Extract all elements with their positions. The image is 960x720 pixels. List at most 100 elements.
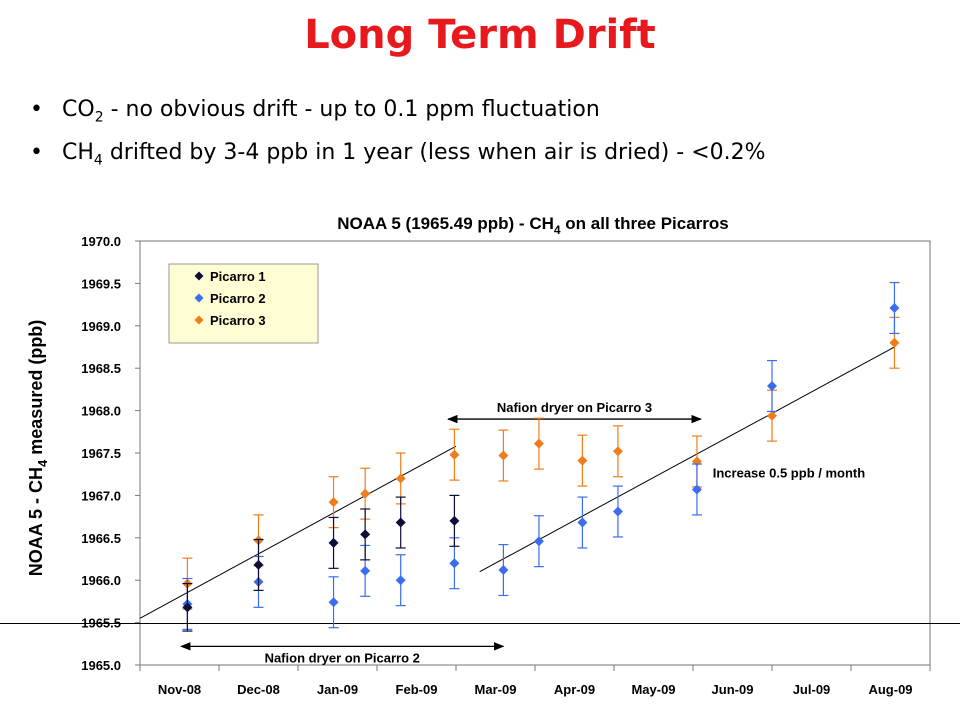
data-point: [691, 456, 702, 467]
bullet-ch4-post: drifted by 3-4 ppb in 1 year (less when …: [102, 140, 766, 166]
data-point-group: [253, 514, 264, 567]
legend-marker: [194, 293, 204, 303]
data-point-group: [533, 515, 544, 568]
data-point-group: [577, 496, 588, 549]
data-point: [612, 446, 623, 457]
data-point: [253, 576, 264, 587]
legend-marker: [194, 315, 204, 325]
x-tick-label: Aug-09: [868, 682, 912, 697]
data-point: [253, 559, 264, 570]
trend-line: [139, 445, 457, 619]
data-point-group: [395, 452, 406, 505]
legend-box: [168, 263, 319, 344]
bullet-co2-sub: 2: [94, 109, 104, 126]
legend-label: Picarro 2: [210, 291, 266, 306]
data-point-group: [360, 467, 371, 520]
bullet-ch4: CH4 drifted by 3-4 ppb in 1 year (less w…: [28, 135, 948, 178]
data-point-group: [328, 476, 339, 529]
data-point: [328, 597, 339, 608]
x-tick-label: Feb-09: [396, 682, 438, 697]
data-point: [449, 558, 460, 569]
annotation-label: Nafion dryer on Picarro 2: [265, 650, 420, 665]
data-point: [533, 536, 544, 547]
data-point-group: [889, 316, 900, 369]
bullet-co2-post: - no obvious drift - up to 0.1 ppm fluct…: [103, 97, 600, 122]
data-point-group: [889, 281, 900, 335]
data-point-group: [328, 576, 339, 629]
bullet-co2-pre: CO: [62, 97, 95, 122]
y-tick-label: 1969.5: [81, 276, 121, 291]
legend-marker: [194, 271, 204, 281]
data-point-group: [691, 463, 702, 516]
y-tick-label: 1967.0: [81, 488, 121, 503]
data-point: [449, 515, 460, 526]
data-point-group: [767, 359, 777, 413]
data-point: [253, 535, 264, 546]
x-tick-label: Jul-09: [793, 682, 831, 697]
data-point: [612, 506, 623, 517]
data-point: [449, 449, 460, 460]
legend-label: Picarro 3: [210, 313, 266, 328]
data-point: [360, 529, 371, 540]
data-point-group: [253, 555, 264, 608]
data-point-group: [449, 428, 460, 481]
data-point: [395, 473, 406, 484]
data-point-group: [253, 538, 264, 591]
data-point: [182, 578, 193, 589]
data-point-group: [360, 508, 371, 561]
data-point-group: [328, 516, 339, 569]
data-point-group: [612, 485, 623, 538]
data-point-group: [360, 544, 371, 597]
bullet-ch4-pre: CH: [62, 140, 94, 166]
plot-area: [139, 240, 931, 666]
y-axis-label: NOAA 5 - CH4 measured (ppb): [26, 320, 50, 577]
x-tick-label: Mar-09: [475, 682, 517, 697]
data-point: [182, 602, 193, 613]
data-point-group: [182, 582, 193, 632]
data-point: [182, 598, 193, 609]
data-point: [533, 438, 544, 449]
y-tick-label: 1968.0: [81, 404, 121, 419]
x-tick-label: Dec-08: [237, 682, 280, 697]
y-tick-label: 1967.5: [81, 446, 121, 461]
x-tick-label: Jan-09: [317, 682, 358, 697]
y-tick-label: 1965.5: [81, 616, 121, 631]
data-point: [498, 565, 509, 576]
data-point: [395, 517, 406, 528]
bullet-list: CO2 - no obvious drift - up to 0.1 ppm f…: [28, 92, 948, 179]
data-point: [328, 497, 339, 508]
data-point: [767, 410, 777, 421]
x-tick-label: May-09: [631, 682, 675, 697]
data-point: [889, 302, 900, 313]
data-point-group: [182, 577, 193, 630]
data-point-group: [449, 537, 460, 590]
data-point-group: [691, 435, 702, 488]
y-tick-label: 1968.5: [81, 361, 121, 376]
y-tick-label: 1966.0: [81, 573, 121, 588]
data-point: [360, 565, 371, 576]
y-tick-label: 1970.0: [81, 234, 121, 249]
data-point: [767, 381, 777, 392]
data-point-group: [395, 496, 406, 549]
data-point: [577, 517, 588, 528]
trend-line: [479, 346, 895, 573]
bullet-co2: CO2 - no obvious drift - up to 0.1 ppm f…: [28, 92, 948, 135]
slide-title: Long Term Drift: [304, 12, 656, 58]
y-tick-label: 1969.0: [81, 319, 121, 334]
data-point-group: [612, 425, 623, 478]
data-point: [360, 488, 371, 499]
data-point: [328, 537, 339, 548]
y-tick-label: 1966.5: [81, 531, 121, 546]
data-point-group: [498, 429, 509, 482]
annotation-label: Increase 0.5 ppb / month: [713, 466, 865, 481]
data-point: [577, 455, 588, 466]
data-point-group: [577, 434, 588, 487]
data-point-group: [449, 494, 460, 547]
data-point-group: [182, 557, 193, 610]
data-point: [889, 337, 900, 348]
x-tick-label: Jun-09: [712, 682, 754, 697]
annotation-label: Nafion dryer on Picarro 3: [497, 400, 652, 415]
data-point: [691, 484, 702, 495]
x-tick-label: Apr-09: [554, 682, 595, 697]
